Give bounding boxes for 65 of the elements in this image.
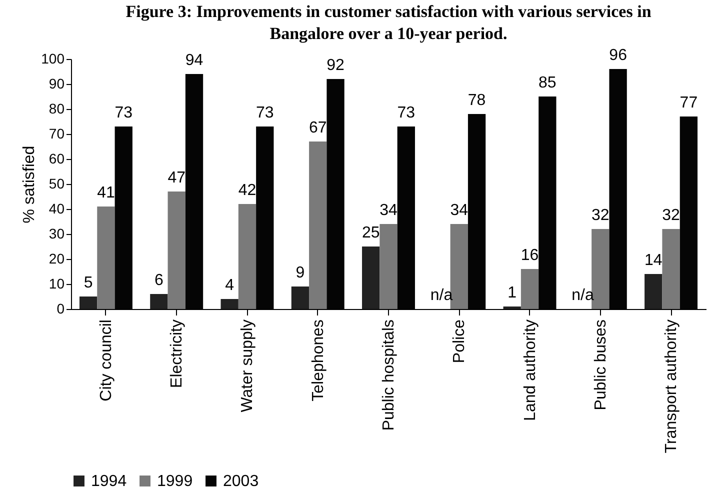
- data-label: 96: [609, 47, 628, 64]
- y-tick-label: 100: [41, 50, 65, 66]
- x-tick-label: Police: [451, 319, 468, 364]
- data-label: 9: [296, 264, 305, 282]
- bar: [520, 269, 539, 309]
- bar: [79, 296, 98, 309]
- chart-title: Figure 3: Improvements in customer satisfaction with various services in Bangalore over a 10-year period.: [126, 2, 652, 43]
- bar: [238, 204, 256, 309]
- data-label: 6: [154, 272, 164, 289]
- x-tick-label: Telephones: [310, 320, 327, 402]
- y-tick-label: 50: [48, 176, 65, 192]
- legend-label: 1994: [91, 473, 127, 490]
- data-label: 5: [84, 274, 93, 292]
- data-label: 47: [168, 170, 186, 186]
- text: n/a: [430, 287, 453, 304]
- data-label: 34: [450, 202, 468, 219]
- bar: [309, 142, 327, 309]
- data-label: 73: [114, 104, 133, 122]
- data-label: 41: [97, 184, 115, 202]
- data-label: 67: [308, 120, 327, 136]
- data-label: 73: [256, 104, 274, 122]
- data-label: 4: [225, 277, 234, 294]
- x-tick-label: City council: [98, 320, 115, 402]
- bar: [97, 206, 115, 309]
- bar: [380, 224, 398, 309]
- data-label: 32: [592, 207, 610, 224]
- y-tick-label: 90: [48, 76, 65, 92]
- bar: [150, 294, 168, 309]
- data-label: 32: [662, 207, 680, 224]
- data-label: 77: [680, 94, 698, 112]
- x-tick-label: Public buses: [592, 320, 610, 410]
- text: n/a: [572, 287, 594, 304]
- bar: [220, 299, 238, 309]
- y-tick-label: 80: [48, 100, 65, 116]
- y-tick-label: 40: [48, 200, 65, 216]
- data-label: 92: [326, 57, 345, 74]
- y-axis-title: % satisfied: [21, 146, 38, 224]
- data-label: 85: [538, 74, 556, 92]
- data-label: 1: [508, 284, 517, 302]
- data-label: 73: [397, 104, 416, 122]
- x-tick-label: Electricity: [168, 320, 186, 388]
- y-tick-label: 60: [48, 150, 65, 166]
- bar: [662, 229, 680, 309]
- x-tick-label: Water supply: [239, 320, 256, 412]
- y-tick-label: 0: [56, 300, 65, 316]
- legend-label: 2003: [223, 473, 259, 490]
- bar: [291, 286, 310, 309]
- y-tick-label: 30: [48, 226, 65, 242]
- x-tick-label: Public hospitals: [380, 320, 398, 431]
- data-label: 94: [185, 52, 204, 69]
- data-label: 16: [520, 247, 539, 264]
- data-label: 34: [380, 202, 398, 219]
- bar: [362, 246, 380, 309]
- x-tick-label: Transport authority: [663, 320, 680, 454]
- y-tick-label: 10: [48, 276, 65, 292]
- data-label: 78: [468, 92, 486, 109]
- y-tick-label: 20: [48, 250, 65, 266]
- x-tick-label: Land authority: [522, 320, 539, 421]
- data-label: 42: [238, 182, 256, 199]
- bar: [168, 192, 186, 309]
- data-label: 14: [644, 252, 662, 269]
- data-label: 25: [362, 224, 380, 242]
- legend-label: 1999: [157, 473, 193, 490]
- bar: [644, 274, 662, 309]
- y-tick-label: 70: [48, 126, 65, 142]
